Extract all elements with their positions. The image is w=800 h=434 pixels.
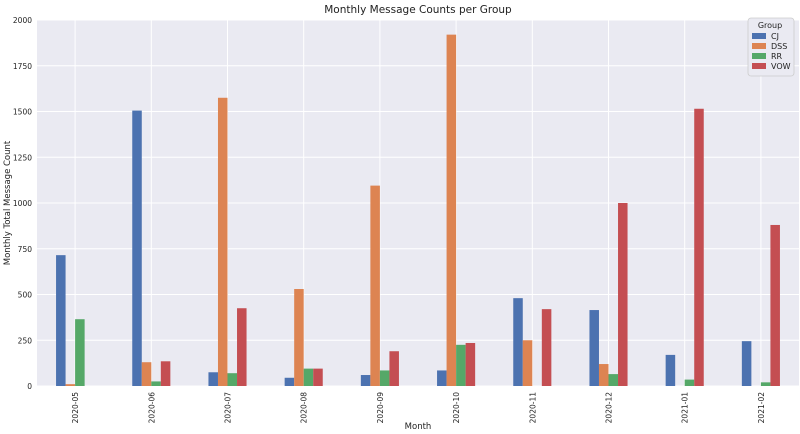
bar-dss <box>598 364 609 386</box>
legend-label-rr: RR <box>771 52 783 61</box>
bar-rr <box>379 370 390 386</box>
chart-title: Monthly Message Counts per Group <box>324 4 512 16</box>
bar-rr <box>760 382 771 386</box>
bar-vow <box>541 309 552 386</box>
bar-rr <box>75 319 85 386</box>
legend-swatch-rr <box>752 53 766 59</box>
y-tick-label: 1000 <box>13 199 32 208</box>
bar-cj <box>437 370 447 386</box>
x-tick-label: 2020-10 <box>452 392 461 424</box>
y-axis-label: Monthly Total Message Count <box>3 140 13 265</box>
x-axis-label: Month <box>405 422 432 432</box>
legend-label-cj: CJ <box>771 32 779 41</box>
legend-swatch-dss <box>752 43 766 49</box>
legend-swatch-vow <box>752 63 766 69</box>
bar-rr <box>608 374 619 386</box>
bar-cj <box>741 341 752 386</box>
x-tick-label: 2020-07 <box>224 392 233 424</box>
bar-cj <box>284 377 295 386</box>
y-tick-labels: 0 250 500 750 1000 1250 1500 1750 2000 <box>13 16 32 391</box>
bar-cj <box>132 110 142 387</box>
bar-vow <box>465 342 476 386</box>
bar-rr <box>303 368 314 386</box>
bar-rr <box>151 381 161 386</box>
legend-box <box>747 17 795 77</box>
bar-cj <box>513 298 523 386</box>
y-tick-label: 1750 <box>13 62 32 71</box>
bar-dss <box>294 289 304 386</box>
bar-dss <box>217 97 228 387</box>
bar-dss <box>446 34 457 386</box>
bar-cj <box>360 375 371 386</box>
bar-cj <box>665 354 676 386</box>
x-tick-label: 2020-12 <box>605 392 614 424</box>
bar-rr <box>684 379 695 386</box>
y-tick-label: 2000 <box>13 16 32 25</box>
x-tick-label: 2020-06 <box>147 392 156 424</box>
x-tick-label: 2021-01 <box>681 392 690 424</box>
bar-rr <box>227 373 238 386</box>
bar-cj <box>589 310 599 386</box>
bar-vow <box>313 368 323 386</box>
bar-vow <box>618 203 628 386</box>
bar-vow <box>694 108 704 386</box>
bar-vow <box>160 361 171 386</box>
y-tick-label: 1250 <box>13 153 32 162</box>
y-tick-label: 750 <box>18 245 33 254</box>
bar-dss <box>141 362 152 386</box>
legend-label-vow: VOW <box>771 62 791 71</box>
y-tick-label: 1500 <box>13 108 32 117</box>
bar-vow <box>770 224 780 386</box>
x-tick-label: 2021-02 <box>757 392 766 424</box>
legend-label-dss: DSS <box>771 42 787 51</box>
x-tick-label: 2020-08 <box>300 392 309 424</box>
x-tick-label: 2020-05 <box>71 392 80 424</box>
x-tick-labels: 2020-05 2020-06 2020-07 2020-08 2020-09 2020-… <box>71 392 766 424</box>
bar-dss <box>65 384 76 386</box>
y-tick-label: 0 <box>27 382 32 391</box>
bar-rr <box>456 344 466 386</box>
x-tick-label: 2020-09 <box>376 392 385 424</box>
y-tick-label: 500 <box>18 291 33 300</box>
legend-title: Group <box>758 21 782 30</box>
bar-vow <box>389 351 399 386</box>
legend-swatch-cj <box>752 33 766 39</box>
y-tick-label: 250 <box>18 336 33 345</box>
bar-cj <box>56 255 66 386</box>
bar-cj <box>208 372 218 386</box>
bar-dss <box>370 185 380 386</box>
bar-dss <box>522 340 533 386</box>
bar-vow <box>237 308 247 386</box>
x-tick-label: 2020-11 <box>528 392 537 424</box>
bars <box>56 34 780 387</box>
